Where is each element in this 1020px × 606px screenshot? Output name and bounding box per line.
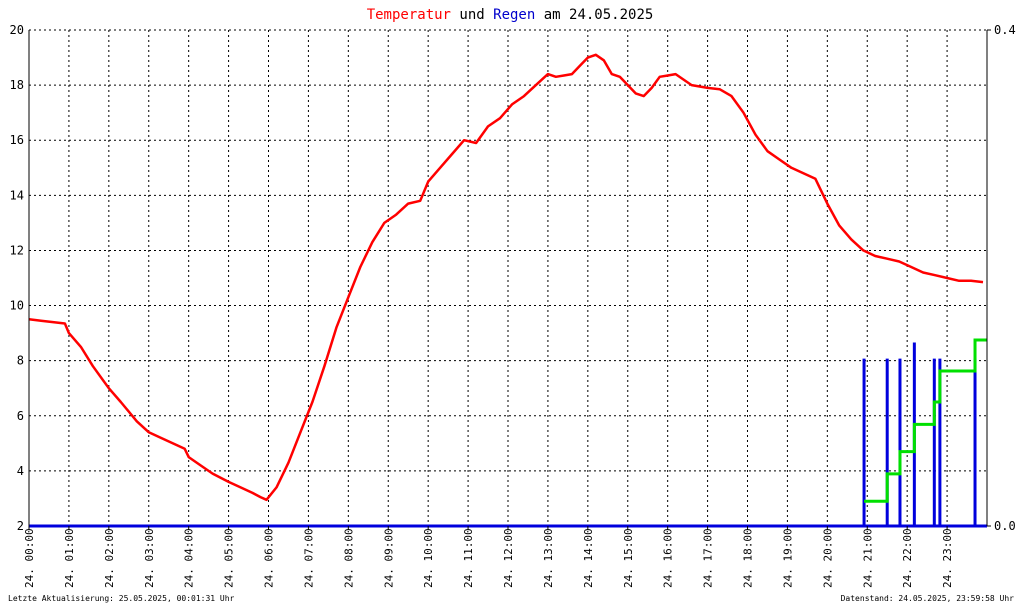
y-tick-label: 8 xyxy=(17,354,24,368)
temperature-line xyxy=(28,53,984,502)
x-tick-label: 24. 22:00 xyxy=(901,528,914,588)
x-tick-label: 24. 09:00 xyxy=(382,528,395,588)
title-und-part: und xyxy=(451,7,493,23)
x-tick-label: 24. 08:00 xyxy=(342,528,355,588)
y-tick-label: 12 xyxy=(10,243,24,257)
grid xyxy=(29,29,987,526)
title-temp-part: Temperatur xyxy=(367,7,451,23)
x-tick-label: 24. 17:00 xyxy=(702,528,715,588)
y-tick-label: 10 xyxy=(10,299,24,313)
x-tick-label: 24. 03:00 xyxy=(143,528,156,588)
x-tick-label: 24. 12:00 xyxy=(502,528,515,588)
y-tick-label: 16 xyxy=(10,133,24,147)
y-tick-label: 18 xyxy=(10,78,24,92)
y-tick-label: 6 xyxy=(17,409,24,423)
x-tick-label: 24. 14:00 xyxy=(582,528,595,588)
x-tick-label: 24. 00:00 xyxy=(23,528,36,588)
x-tick-label: 24. 13:00 xyxy=(542,528,555,588)
title-date-part: am 24.05.2025 xyxy=(535,7,653,23)
chart-title: Temperatur und Regen am 24.05.2025 xyxy=(367,7,654,23)
x-tick-label: 24. 23:00 xyxy=(941,528,954,588)
y-tick-label: 14 xyxy=(10,188,24,202)
x-tick-label: 24. 20:00 xyxy=(821,528,834,588)
x-tick-label: 24. 10:00 xyxy=(422,528,435,588)
x-tick-label: 24. 15:00 xyxy=(622,528,635,588)
title-rain-part: Regen xyxy=(493,7,535,23)
x-tick-label: 24. 02:00 xyxy=(103,528,116,588)
y-tick-label: 20 xyxy=(10,23,24,37)
x-tick-label: 24. 16:00 xyxy=(662,528,675,588)
x-tick-label: 24. 01:00 xyxy=(63,528,76,588)
x-tick-label: 24. 06:00 xyxy=(263,528,276,588)
rain-sum-line xyxy=(864,338,987,503)
y-tick-label: 2 xyxy=(17,519,24,533)
x-tick-label: 24. 05:00 xyxy=(223,528,236,588)
axes xyxy=(28,29,991,530)
x-tick-label: 24. 21:00 xyxy=(861,528,874,588)
tick-labels: 2 4 6 8 10 12 14 16 18 20 24. 00:00 24. 01:00 24. 02… xyxy=(10,23,1016,588)
x-tick-label: 24. 11:00 xyxy=(462,528,475,588)
x-tick-label: 24. 19:00 xyxy=(781,528,794,588)
last-update-text: Letzte Aktualisierung: 25.05.2025, 00:01… xyxy=(8,594,235,603)
y2-tick-label: 0.0 xyxy=(994,519,1016,533)
y2-tick-label: 0.4 xyxy=(994,23,1016,37)
y-tick-label: 4 xyxy=(17,464,24,478)
x-tick-label: 24. 18:00 xyxy=(742,528,755,588)
data-timestamp-text: Datenstand: 24.05.2025, 23:59:58 Uhr xyxy=(840,594,1014,603)
x-tick-label: 24. 07:00 xyxy=(302,528,315,588)
x-tick-label: 24. 04:00 xyxy=(183,528,196,588)
